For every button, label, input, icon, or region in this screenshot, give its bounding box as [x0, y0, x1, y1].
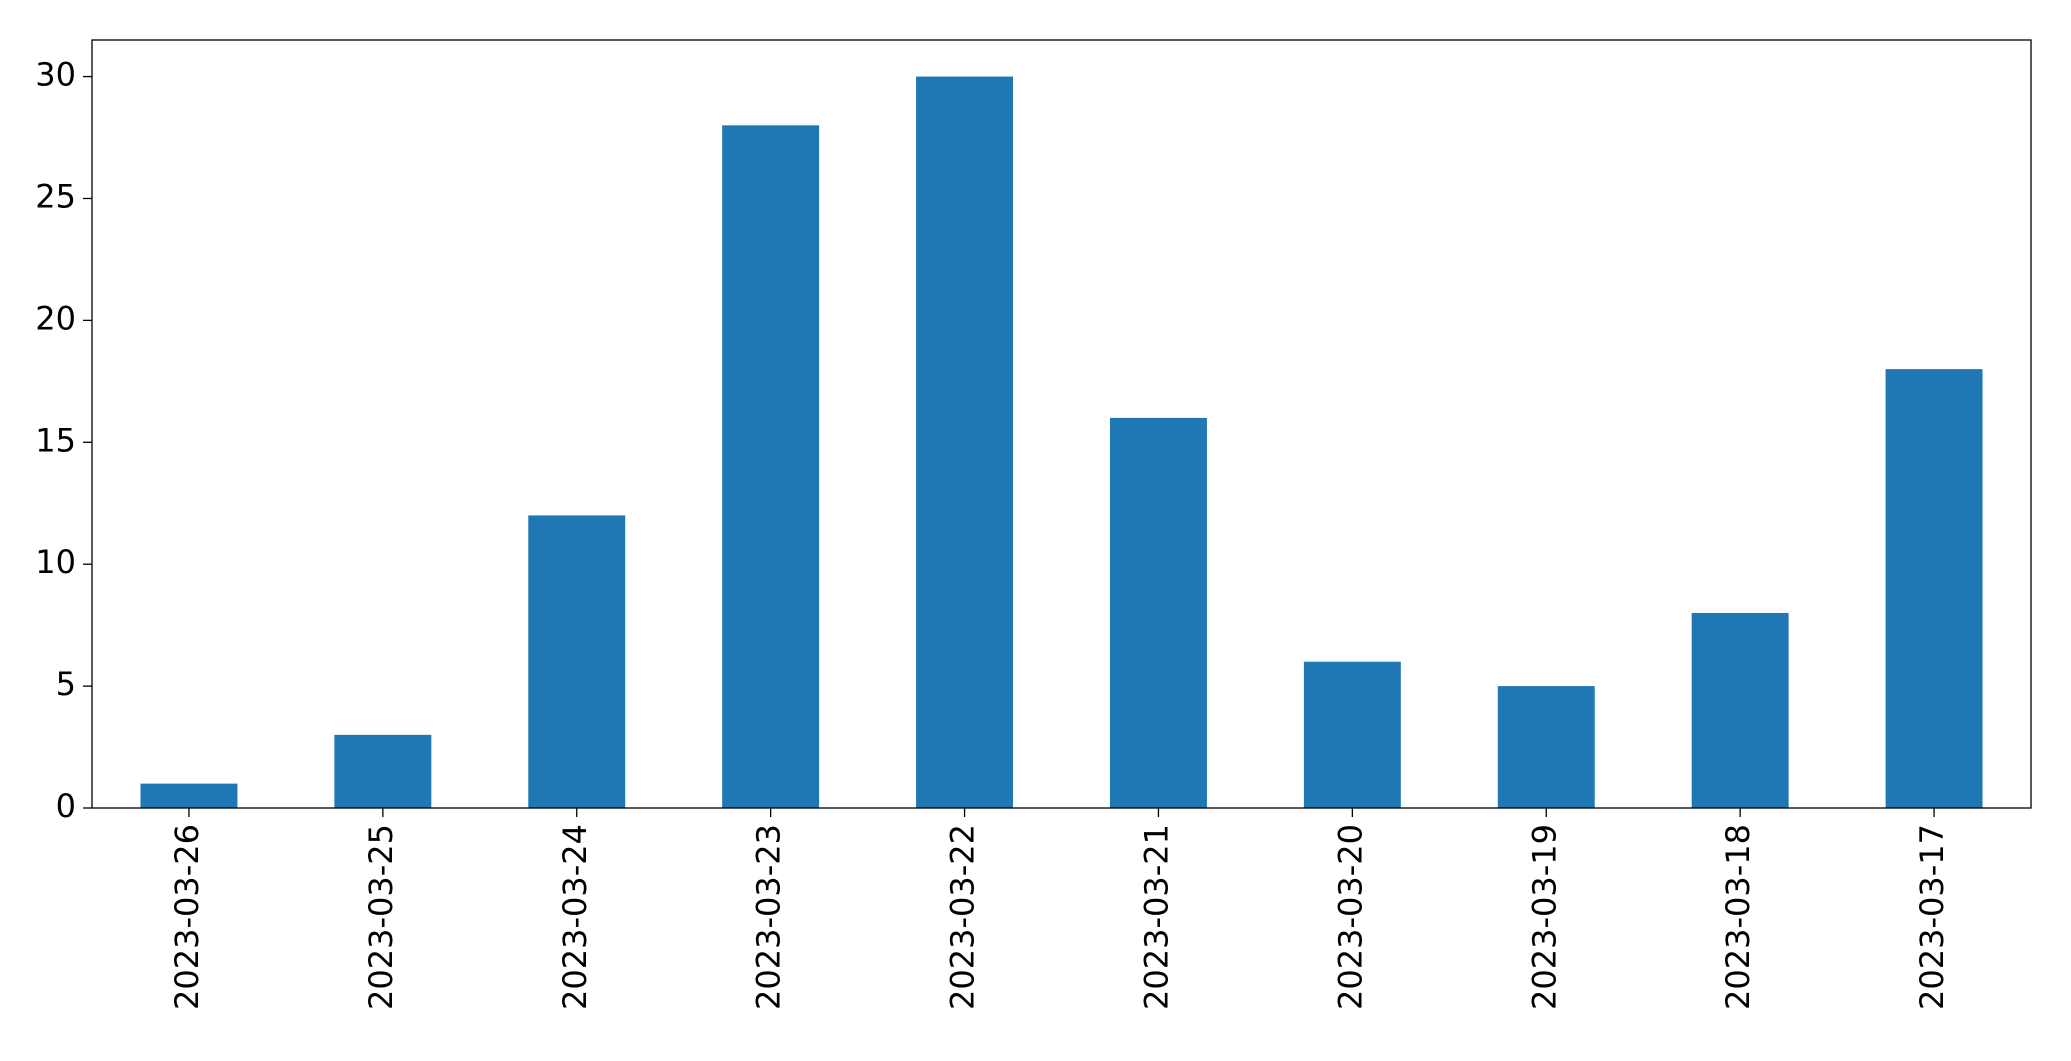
- bar: [1497, 686, 1595, 808]
- bar: [334, 734, 432, 808]
- y-tick-label: 15: [35, 421, 76, 459]
- y-tick-label: 25: [35, 177, 76, 215]
- x-tick-label: 2023-03-18: [1719, 824, 1757, 1010]
- bar: [1303, 661, 1401, 808]
- y-tick-label: 30: [35, 56, 76, 94]
- x-tick-label: 2023-03-22: [944, 824, 982, 1010]
- x-tick-label: 2023-03-21: [1137, 824, 1175, 1010]
- bar: [722, 125, 820, 809]
- bar: [140, 783, 238, 808]
- bar: [1691, 612, 1789, 808]
- x-tick-label: 2023-03-26: [168, 824, 206, 1010]
- x-tick-label: 2023-03-24: [556, 824, 594, 1010]
- x-tick-label: 2023-03-25: [362, 824, 400, 1010]
- x-tick-label: 2023-03-23: [750, 824, 788, 1010]
- plot-frame: [91, 39, 2032, 809]
- bar: [528, 515, 626, 808]
- x-tick-label: 2023-03-17: [1913, 824, 1951, 1010]
- bar: [916, 76, 1014, 809]
- x-tick-label: 2023-03-20: [1331, 824, 1369, 1010]
- x-tick-label: 2023-03-19: [1525, 824, 1563, 1010]
- bar: [1885, 369, 1983, 808]
- y-tick-label: 20: [35, 299, 76, 337]
- y-tick-label: 0: [56, 787, 76, 825]
- y-tick-label: 5: [56, 665, 76, 703]
- y-tick-label: 10: [35, 543, 76, 581]
- bar: [1109, 417, 1207, 808]
